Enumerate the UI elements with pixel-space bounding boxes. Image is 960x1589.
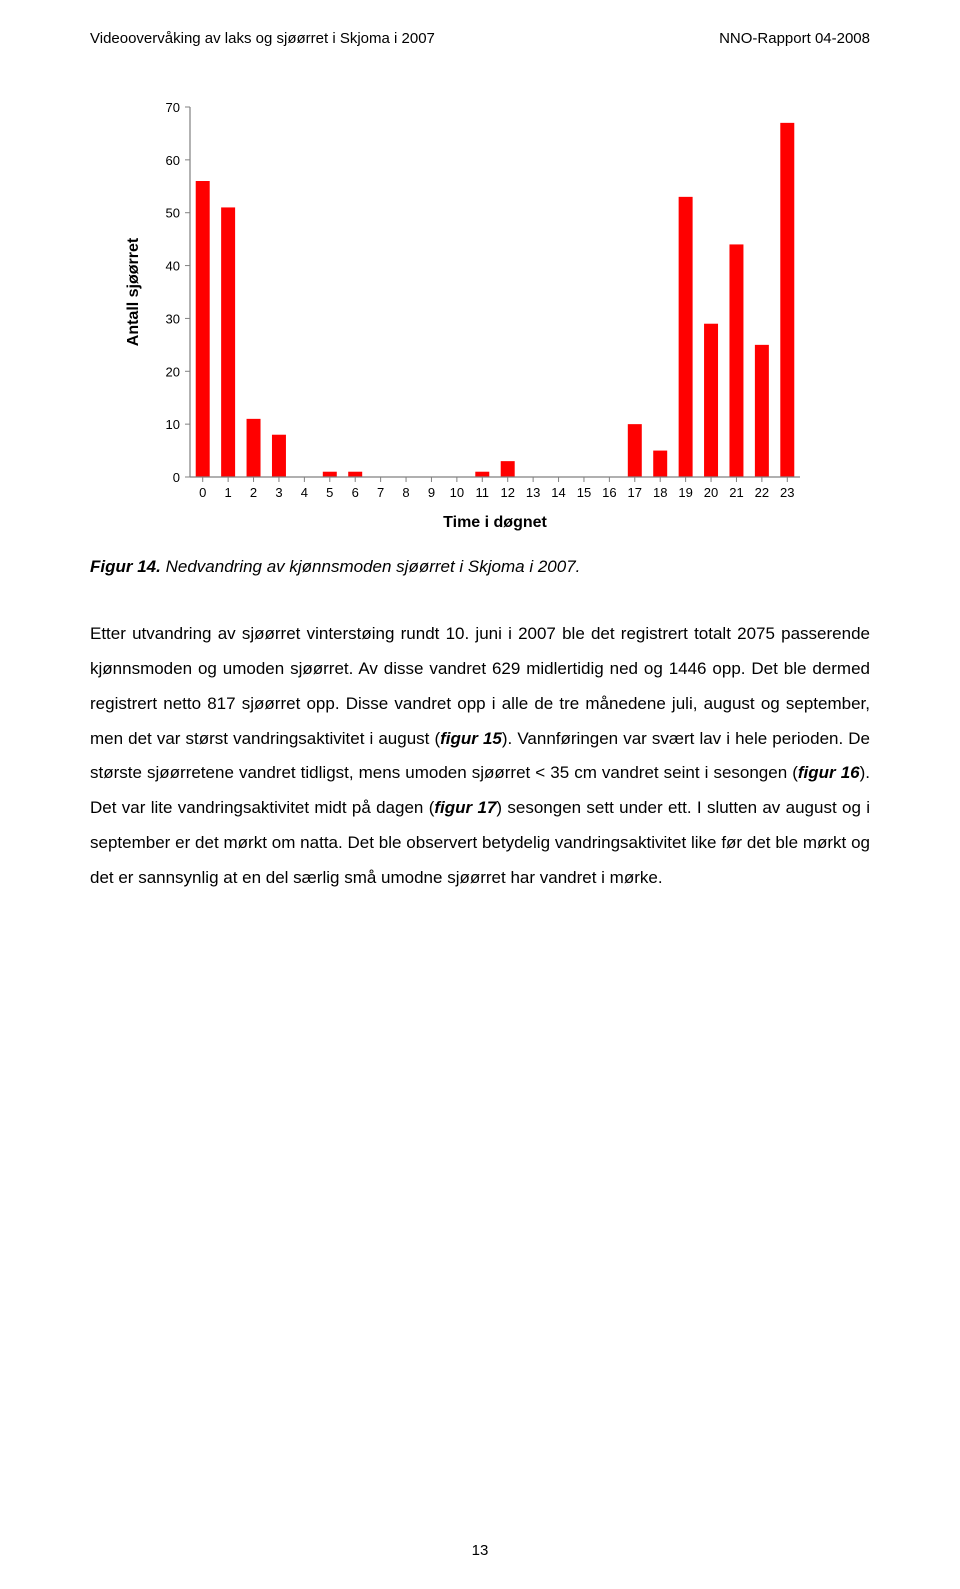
figure-ref-15: figur 15: [440, 729, 502, 748]
svg-text:5: 5: [326, 485, 333, 500]
page-number: 13: [0, 1542, 960, 1559]
svg-text:18: 18: [653, 485, 667, 500]
svg-text:10: 10: [166, 417, 180, 432]
svg-text:8: 8: [402, 485, 409, 500]
svg-text:2: 2: [250, 485, 257, 500]
svg-text:7: 7: [377, 485, 384, 500]
figure-caption: Figur 14. Nedvandring av kjønnsmoden sjø…: [90, 557, 870, 577]
svg-text:14: 14: [551, 485, 565, 500]
header-right: NNO-Rapport 04-2008: [719, 30, 870, 47]
svg-text:19: 19: [678, 485, 692, 500]
svg-text:Antall sjøørret: Antall sjøørret: [125, 237, 142, 346]
svg-text:1: 1: [225, 485, 232, 500]
svg-text:0: 0: [173, 470, 180, 485]
svg-text:20: 20: [704, 485, 718, 500]
svg-text:20: 20: [166, 364, 180, 379]
svg-text:11: 11: [476, 485, 490, 500]
svg-text:16: 16: [602, 485, 616, 500]
svg-text:17: 17: [628, 485, 642, 500]
svg-text:40: 40: [166, 259, 180, 274]
figure-label: Figur 14.: [90, 557, 161, 576]
svg-text:23: 23: [780, 485, 794, 500]
svg-text:10: 10: [450, 485, 464, 500]
svg-text:0: 0: [199, 485, 206, 500]
svg-text:9: 9: [428, 485, 435, 500]
svg-text:22: 22: [755, 485, 769, 500]
svg-text:12: 12: [500, 485, 514, 500]
svg-text:60: 60: [166, 153, 180, 168]
svg-text:4: 4: [301, 485, 308, 500]
svg-text:21: 21: [729, 485, 743, 500]
bar-chart: 0102030405060700123456789101112131415161…: [120, 97, 870, 542]
svg-text:13: 13: [526, 485, 540, 500]
svg-text:6: 6: [352, 485, 359, 500]
svg-text:15: 15: [577, 485, 591, 500]
figure-ref-17: figur 17: [434, 798, 496, 817]
body-paragraph: Etter utvandring av sjøørret vinterstøin…: [90, 617, 870, 896]
svg-text:70: 70: [166, 100, 180, 115]
svg-text:50: 50: [166, 206, 180, 221]
svg-text:3: 3: [275, 485, 282, 500]
figure-ref-16: figur 16: [798, 763, 860, 782]
svg-text:Time i døgnet: Time i døgnet: [443, 514, 547, 531]
svg-text:30: 30: [166, 311, 180, 326]
figure-caption-text-content: Nedvandring av kjønnsmoden sjøørret i Sk…: [166, 557, 581, 576]
chart-svg: 0102030405060700123456789101112131415161…: [120, 97, 810, 542]
page-header: Videoovervåking av laks og sjøørret i Sk…: [90, 30, 870, 47]
header-left: Videoovervåking av laks og sjøørret i Sk…: [90, 30, 435, 47]
